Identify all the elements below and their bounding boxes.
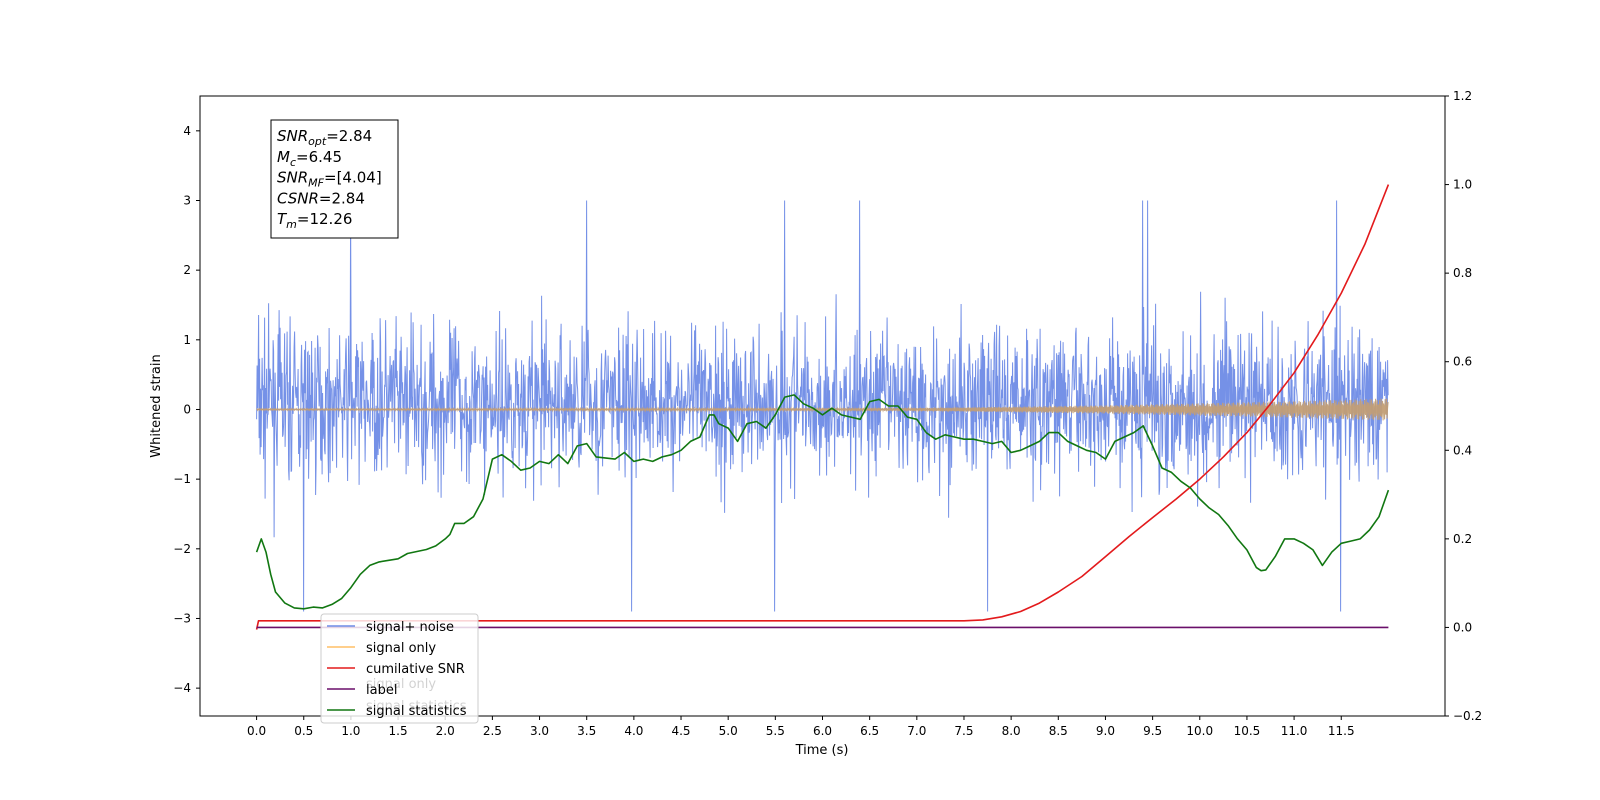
series-signal-statistics <box>255 394 1390 610</box>
x-tick-label: 1.0 <box>341 724 360 738</box>
y-tick-label: −4 <box>173 681 191 695</box>
legend-entry-label: label <box>366 683 397 698</box>
annotation-symbol: T <box>277 210 288 228</box>
x-tick-label: 4.0 <box>624 724 643 738</box>
plot-area <box>255 184 1390 630</box>
x-tick-label: 9.0 <box>1096 724 1115 738</box>
annotation-frame <box>270 119 399 239</box>
x-tick-label: 6.5 <box>860 724 879 738</box>
x-tick-label: 10.5 <box>1234 724 1261 738</box>
annotation-value: =2.84 <box>319 189 365 207</box>
annotation-symbol: SNR <box>277 127 308 145</box>
x-tick-label: 10.0 <box>1186 724 1213 738</box>
x-tick-label: 4.5 <box>671 724 690 738</box>
y2-tick-label: 1.0 <box>1453 178 1472 192</box>
annotation-line: SNRMF=[4.04] <box>277 169 382 190</box>
annotation-value: =[4.04] <box>324 169 382 187</box>
y-tick-label: 4 <box>183 124 191 138</box>
y-tick-label: −1 <box>173 472 191 486</box>
x-tick-label: 7.0 <box>907 724 926 738</box>
x-axis: 0.0 0.5 1.0 1.5 2.0 2.5 3.0 3.5 4.0 4.5 5.0 5.5 6.0 6… <box>247 716 1355 738</box>
y-tick-label: 3 <box>183 193 191 207</box>
annotation-subscript: c <box>290 156 296 169</box>
legend-entry-label: signal statistics <box>366 704 467 719</box>
y-axis-label: Whitened strain <box>149 354 164 457</box>
legend-entry-label: cumilative SNR <box>366 662 465 677</box>
legend: signal only signal statistics signal+ nois… <box>320 613 479 724</box>
y2-tick-label: 0.2 <box>1453 532 1472 546</box>
x-tick-label: 0.0 <box>247 724 266 738</box>
y-tick-label: −2 <box>173 542 191 556</box>
x-tick-label: 3.5 <box>577 724 596 738</box>
series-signal-only <box>256 398 1389 421</box>
annotation-symbol: CSNR <box>277 189 319 207</box>
y-tick-label: 2 <box>183 263 191 277</box>
annotation-line: Mc=6.45 <box>277 148 342 169</box>
legend-entry-label: signal only <box>366 641 436 656</box>
annotation-subscript: opt <box>308 135 327 148</box>
x-axis-label: Time (s) <box>795 743 849 758</box>
y-axis-right: 1.2 1.0 0.8 0.6 0.4 0.2 0.0 −0.2 <box>1445 89 1482 723</box>
x-tick-label: 8.0 <box>1002 724 1021 738</box>
y-axis-left: 4 3 2 1 0 −1 −2 −3 −4 <box>173 124 200 695</box>
y-tick-label: 1 <box>183 333 191 347</box>
y-tick-label: 0 <box>183 402 191 416</box>
x-tick-label: 2.5 <box>483 724 502 738</box>
x-tick-label: 6.0 <box>813 724 832 738</box>
annotation-value: =6.45 <box>296 148 342 166</box>
x-tick-label: 5.0 <box>719 724 738 738</box>
series-cumulative-snr <box>255 184 1390 630</box>
annotation-line: Tm=12.26 <box>277 210 352 231</box>
annotation-line: SNRopt=2.84 <box>277 127 372 148</box>
annotation-value: =12.26 <box>297 210 353 228</box>
x-tick-label: 8.5 <box>1049 724 1068 738</box>
y2-tick-label: 1.2 <box>1453 89 1472 103</box>
annotation-box: SNRopt=2.84Mc=6.45SNRMF=[4.04]CSNR=2.84T… <box>270 119 399 239</box>
x-tick-label: 3.0 <box>530 724 549 738</box>
y2-tick-label: 0.4 <box>1453 443 1472 457</box>
y2-tick-label: 0.0 <box>1453 620 1472 634</box>
y2-tick-label: 0.8 <box>1453 266 1472 280</box>
x-tick-label: 1.5 <box>389 724 408 738</box>
x-tick-label: 11.5 <box>1328 724 1355 738</box>
y-tick-label: −3 <box>173 611 191 625</box>
x-tick-label: 9.5 <box>1143 724 1162 738</box>
legend-frame <box>320 613 479 724</box>
annotation-symbol: M <box>277 148 290 166</box>
y2-tick-label: 0.6 <box>1453 355 1472 369</box>
x-tick-label: 2.0 <box>436 724 455 738</box>
x-tick-label: 5.5 <box>766 724 785 738</box>
x-tick-label: 7.5 <box>954 724 973 738</box>
x-tick-label: 11.0 <box>1281 724 1308 738</box>
y2-tick-label: −0.2 <box>1453 709 1482 723</box>
annotation-symbol: SNR <box>277 169 308 187</box>
annotation-value: =2.84 <box>326 127 372 145</box>
annotation-line: CSNR=2.84 <box>277 189 365 207</box>
legend-entry-label: signal+ noise <box>366 620 454 635</box>
x-tick-label: 0.5 <box>294 724 313 738</box>
annotation-subscript: m <box>286 218 297 231</box>
annotation-subscript: MF <box>308 177 324 190</box>
